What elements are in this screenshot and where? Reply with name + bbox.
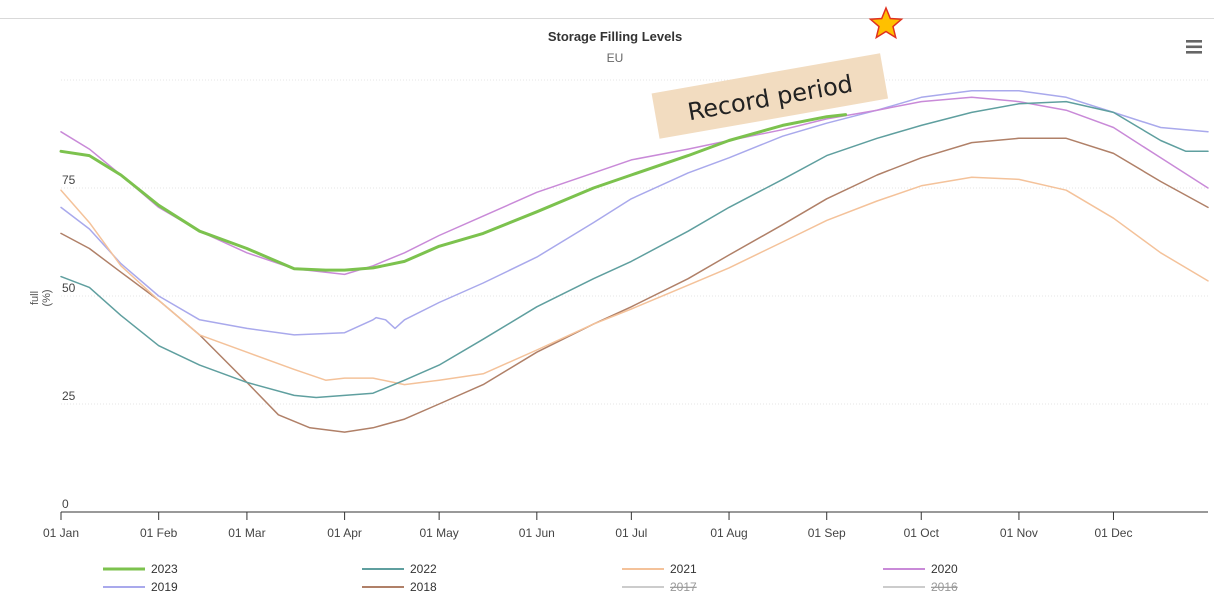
legend-label: 2016 bbox=[931, 580, 958, 594]
series-line-2018 bbox=[60, 137, 1209, 433]
series-line-2021 bbox=[60, 176, 1209, 386]
y-axis-label-line1: full bbox=[29, 291, 41, 305]
series-lines bbox=[59, 90, 1209, 433]
legend-label: 2018 bbox=[410, 580, 437, 594]
x-tick-label: 01 May bbox=[419, 526, 458, 540]
legend-label: 2020 bbox=[931, 562, 958, 576]
series-line-2019 bbox=[60, 90, 1209, 336]
y-tick-label: 0 bbox=[62, 497, 69, 511]
star-icon bbox=[868, 6, 904, 40]
legend-label: 2019 bbox=[151, 580, 178, 594]
record-period-annotation: Record period bbox=[651, 53, 889, 139]
hamburger-icon bbox=[1186, 40, 1202, 54]
grid-lines bbox=[61, 79, 1208, 405]
x-tick-label: 01 Jul bbox=[615, 526, 647, 540]
legend-item-2018[interactable]: 2018 bbox=[362, 580, 437, 594]
legend-item-2021[interactable]: 2021 bbox=[622, 562, 697, 576]
x-tick-label: 01 Jan bbox=[43, 526, 79, 540]
x-tick-label: 01 Oct bbox=[904, 526, 940, 540]
x-axis-ticks: 01 Jan 01 Feb 01 Mar 01 Apr 01 May 01 Jun 01 J… bbox=[43, 512, 1132, 540]
legend-label: 2017 bbox=[670, 580, 697, 594]
y-tick-label: 25 bbox=[62, 389, 76, 403]
y-tick-label: 50 bbox=[62, 281, 76, 295]
x-tick-label: 01 Sep bbox=[808, 526, 846, 540]
x-tick-label: 01 Jun bbox=[519, 526, 555, 540]
legend-label: 2021 bbox=[670, 562, 697, 576]
x-tick-label: 01 Apr bbox=[327, 526, 362, 540]
x-tick-label: 01 Dec bbox=[1094, 526, 1132, 540]
x-tick-label: 01 Mar bbox=[228, 526, 265, 540]
annotation-box bbox=[651, 53, 889, 139]
legend: 2023 2022 2021 2020 2019 2018 2017 2016 bbox=[103, 562, 958, 594]
x-tick-label: 01 Nov bbox=[1000, 526, 1038, 540]
top-divider bbox=[0, 18, 1214, 19]
x-tick-label: 01 Feb bbox=[140, 526, 178, 540]
legend-item-2023[interactable]: 2023 bbox=[103, 562, 178, 576]
legend-label: 2023 bbox=[151, 562, 178, 576]
legend-label: 2022 bbox=[410, 562, 437, 576]
chart-title: Storage Filling Levels bbox=[548, 29, 682, 44]
legend-item-2019[interactable]: 2019 bbox=[103, 580, 178, 594]
chart-menu-button[interactable] bbox=[1182, 36, 1206, 58]
y-axis-label-line2: (%) bbox=[41, 289, 53, 306]
y-axis-ticks: 0 25 50 75 bbox=[62, 173, 76, 511]
y-tick-label: 75 bbox=[62, 173, 76, 187]
series-line-2020 bbox=[60, 96, 1209, 276]
chart-subtitle: EU bbox=[607, 51, 624, 65]
legend-item-2020[interactable]: 2020 bbox=[883, 562, 958, 576]
legend-item-2016[interactable]: 2016 bbox=[883, 580, 958, 594]
series-line-2023 bbox=[59, 113, 848, 272]
legend-item-2022[interactable]: 2022 bbox=[362, 562, 437, 576]
series-line-2022 bbox=[60, 100, 1209, 399]
legend-item-2017[interactable]: 2017 bbox=[622, 580, 697, 594]
x-tick-label: 01 Aug bbox=[710, 526, 747, 540]
